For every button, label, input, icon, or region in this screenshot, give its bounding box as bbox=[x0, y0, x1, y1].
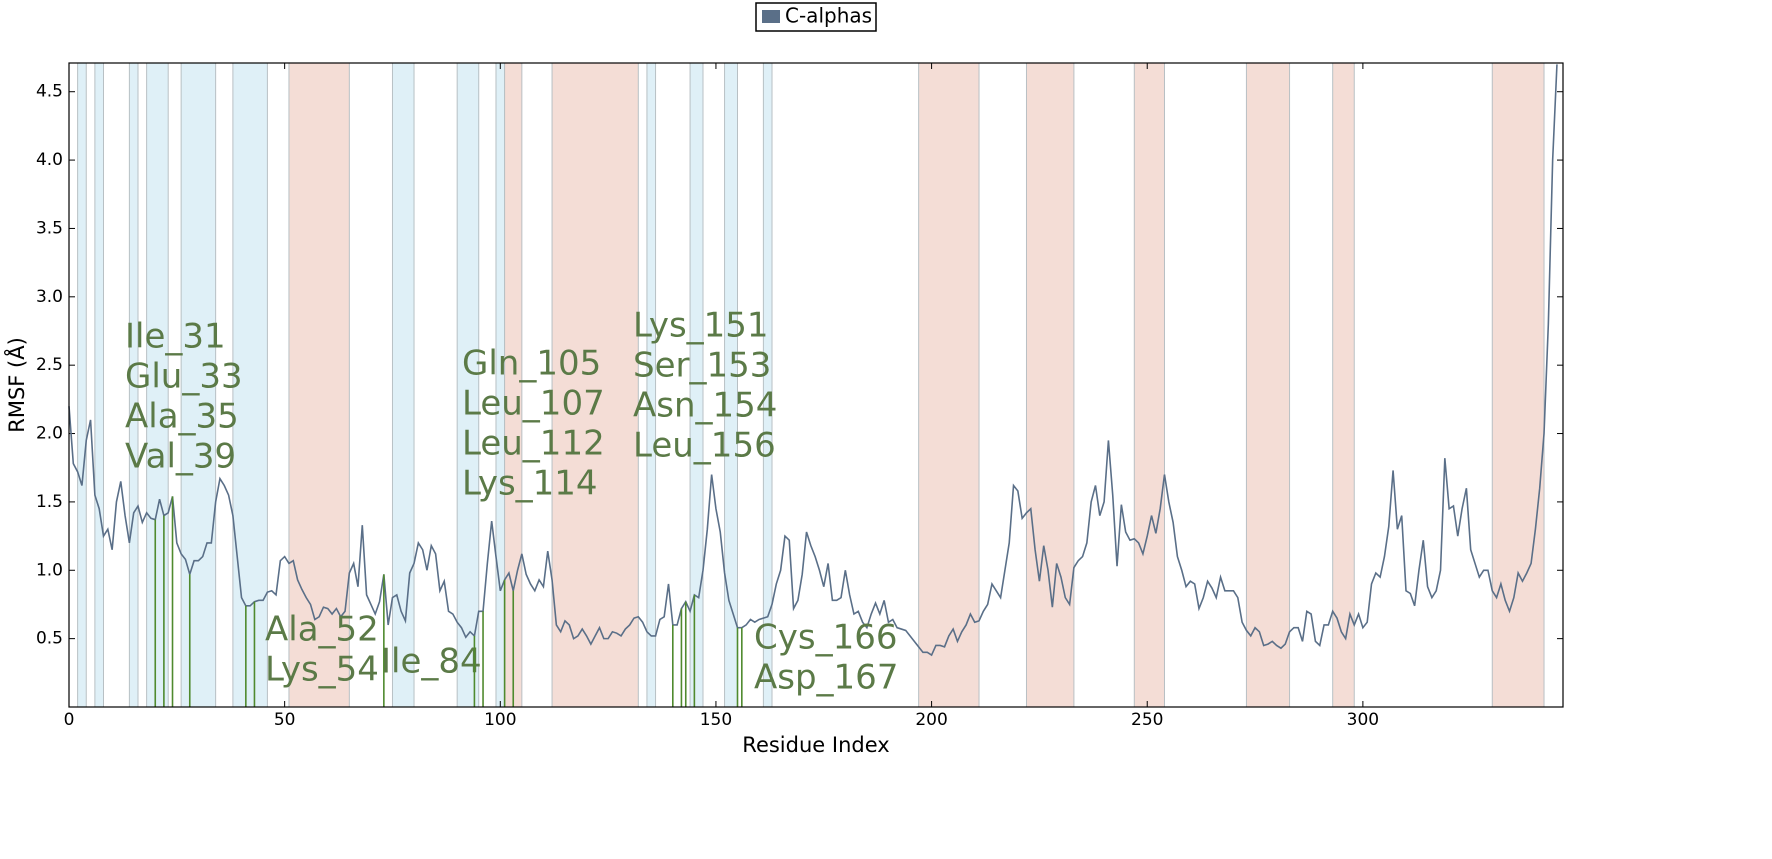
x-axis-label: Residue Index bbox=[742, 733, 889, 757]
rmsf-line bbox=[68, 64, 1558, 657]
x-tick-label: 50 bbox=[274, 710, 296, 730]
contact-label: Lys_114 bbox=[462, 464, 598, 504]
contact-label: Leu_107 bbox=[462, 384, 605, 424]
contact-label: Asn_154 bbox=[633, 386, 777, 426]
contact-label: Gln_105 bbox=[462, 344, 601, 384]
contact-label: Ala_35 bbox=[125, 397, 239, 437]
plot-frame bbox=[68, 62, 1564, 708]
contact-label: Ile_31 bbox=[125, 317, 226, 357]
y-tick-label: 4.5 bbox=[36, 82, 63, 102]
y-tick-label: 3.5 bbox=[36, 218, 63, 238]
x-tick-label: 250 bbox=[1131, 710, 1163, 730]
structure-region bbox=[391, 62, 415, 708]
contact-label: Ala_52 bbox=[265, 610, 379, 650]
y-tick-label: 0.5 bbox=[36, 629, 63, 649]
contact-label: Lys_54 bbox=[265, 650, 379, 690]
structure-region bbox=[1491, 62, 1545, 708]
legend-swatch bbox=[762, 10, 780, 23]
contact-label: Cys_166 bbox=[754, 618, 897, 658]
structure-region bbox=[918, 62, 980, 708]
y-tick-label: 3.0 bbox=[36, 287, 63, 307]
x-tick-label: 0 bbox=[64, 710, 75, 730]
y-axis-label: RMSF (Å) bbox=[3, 337, 29, 433]
x-tick-label: 100 bbox=[484, 710, 516, 730]
x-tick-label: 200 bbox=[915, 710, 947, 730]
plot: 0 50 100 150 200 250 300 0.5 1.0 1.5 2.0 2.5 3.0 3.5 4… bbox=[36, 2, 1564, 730]
x-tick-label: 300 bbox=[1347, 710, 1379, 730]
contact-label: Asp_167 bbox=[754, 658, 898, 698]
y-tick-label: 4.0 bbox=[36, 150, 63, 170]
y-tick-label: 2.5 bbox=[36, 355, 63, 375]
contact-label: Leu_112 bbox=[462, 424, 605, 464]
y-tick-label: 1.0 bbox=[36, 560, 63, 580]
structure-region bbox=[1332, 62, 1355, 708]
regions bbox=[77, 62, 1545, 708]
structure-region bbox=[94, 62, 105, 708]
contact-label: Ser_153 bbox=[633, 346, 771, 386]
contact-label: Glu_33 bbox=[125, 357, 243, 397]
structure-region bbox=[1025, 62, 1075, 708]
structure-region bbox=[1133, 62, 1165, 708]
structure-region bbox=[1245, 62, 1291, 708]
structure-region bbox=[180, 62, 217, 708]
y-tick-label: 1.5 bbox=[36, 492, 63, 512]
legend-label: C-alphas bbox=[785, 4, 872, 28]
contact-label: Ile_84 bbox=[381, 642, 482, 682]
contact-label: Val_39 bbox=[125, 437, 236, 477]
structure-region bbox=[77, 62, 87, 708]
contact-label: Leu_156 bbox=[633, 426, 776, 466]
contact-label: Lys_151 bbox=[633, 306, 769, 346]
y-tick-label: 2.0 bbox=[36, 424, 63, 444]
x-tick-label: 150 bbox=[700, 710, 732, 730]
